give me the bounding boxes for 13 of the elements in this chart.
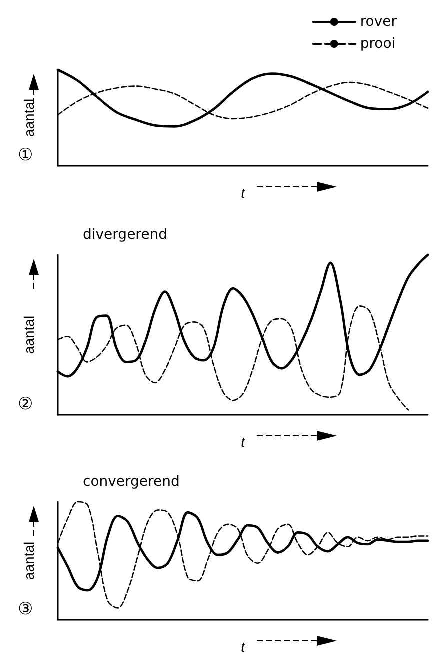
text: ① <box>18 146 34 166</box>
y-axis-title: aantal <box>21 542 37 580</box>
chart-title: convergerend <box>83 474 180 490</box>
legend-label: rover <box>360 14 398 30</box>
y-axis-title: aantal <box>21 98 37 138</box>
text: ② <box>18 394 34 414</box>
text: ③ <box>18 600 34 620</box>
legend-label: prooi <box>360 36 396 52</box>
x-axis-title: t <box>241 185 246 201</box>
chart-title: divergerend <box>83 227 168 243</box>
y-axis-title: aantal <box>21 316 37 354</box>
x-axis-title: t <box>241 639 246 655</box>
x-axis-title: t <box>241 434 246 450</box>
